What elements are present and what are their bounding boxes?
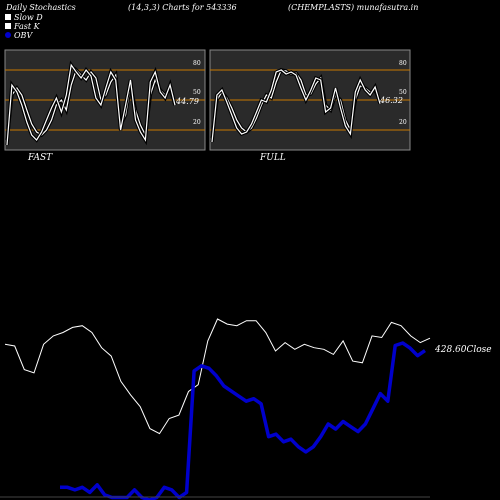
fast-tick-80: 80 <box>193 60 201 67</box>
full-tick-50: 50 <box>399 89 407 96</box>
fast-stochastic-panel: 80 50 20 44.79 <box>4 49 206 151</box>
fast-series-1-line <box>6 63 176 146</box>
full-tick-20: 20 <box>399 119 407 126</box>
close-text: Close <box>467 345 492 355</box>
price-line <box>4 318 431 435</box>
header-right: (CHEMPLASTS) munafasutra.in <box>288 3 418 12</box>
close-value-label: 428.60Close <box>434 345 492 355</box>
legend-label-slow-d: Slow D <box>14 13 43 22</box>
header-left: Daily Stochastics <box>5 3 76 12</box>
full-last-value: 46.32 <box>379 96 403 105</box>
full-series-1-line <box>211 69 381 143</box>
close-value: 428.60 <box>434 345 467 355</box>
fast-tick-20: 20 <box>193 119 201 126</box>
full-panel-label: FULL <box>259 153 286 163</box>
legend-swatch-obv <box>5 32 11 38</box>
price-obv-panel: 428.60Close <box>0 318 492 500</box>
legend-label-fast-k: Fast K <box>13 22 41 31</box>
header-mid: (14,3,3) Charts for 543336 <box>128 3 237 12</box>
fast-tick-50: 50 <box>193 89 201 96</box>
fast-panel-label: FAST <box>27 153 53 163</box>
full-tick-80: 80 <box>399 60 407 67</box>
legend-swatch-fast-k <box>5 23 11 29</box>
full-stochastic-panel: 80 50 20 46.32 <box>209 49 411 151</box>
legend-swatch-slow-d <box>5 14 11 20</box>
legend-label-obv: OBV <box>14 31 33 40</box>
fast-last-value: 44.79 <box>175 97 199 106</box>
legend: Slow D Fast K OBV <box>5 13 43 40</box>
